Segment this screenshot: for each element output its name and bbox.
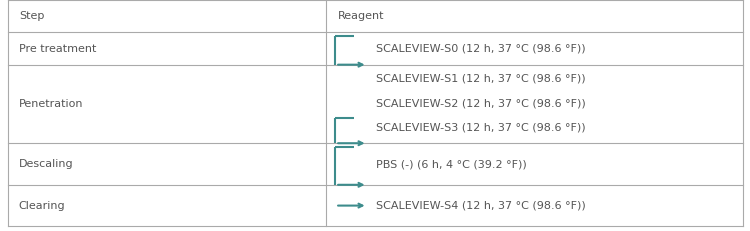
- Text: SCALEVIEW-S1 (12 h, 37 °C (98.6 °F)): SCALEVIEW-S1 (12 h, 37 °C (98.6 °F)): [376, 73, 586, 83]
- Text: SCALEVIEW-S0 (12 h, 37 °C (98.6 °F)): SCALEVIEW-S0 (12 h, 37 °C (98.6 °F)): [376, 43, 586, 54]
- Text: Descaling: Descaling: [19, 159, 74, 169]
- Text: PBS (-) (6 h, 4 °C (39.2 °F)): PBS (-) (6 h, 4 °C (39.2 °F)): [376, 159, 527, 169]
- Text: Reagent: Reagent: [338, 11, 384, 21]
- Text: SCALEVIEW-S3 (12 h, 37 °C (98.6 °F)): SCALEVIEW-S3 (12 h, 37 °C (98.6 °F)): [376, 122, 586, 133]
- Text: Penetration: Penetration: [19, 99, 83, 109]
- Text: Pre treatment: Pre treatment: [19, 43, 96, 54]
- Text: SCALEVIEW-S4 (12 h, 37 °C (98.6 °F)): SCALEVIEW-S4 (12 h, 37 °C (98.6 °F)): [376, 201, 586, 211]
- Text: SCALEVIEW-S2 (12 h, 37 °C (98.6 °F)): SCALEVIEW-S2 (12 h, 37 °C (98.6 °F)): [376, 99, 586, 109]
- Text: Clearing: Clearing: [19, 201, 65, 211]
- Text: Step: Step: [19, 11, 44, 21]
